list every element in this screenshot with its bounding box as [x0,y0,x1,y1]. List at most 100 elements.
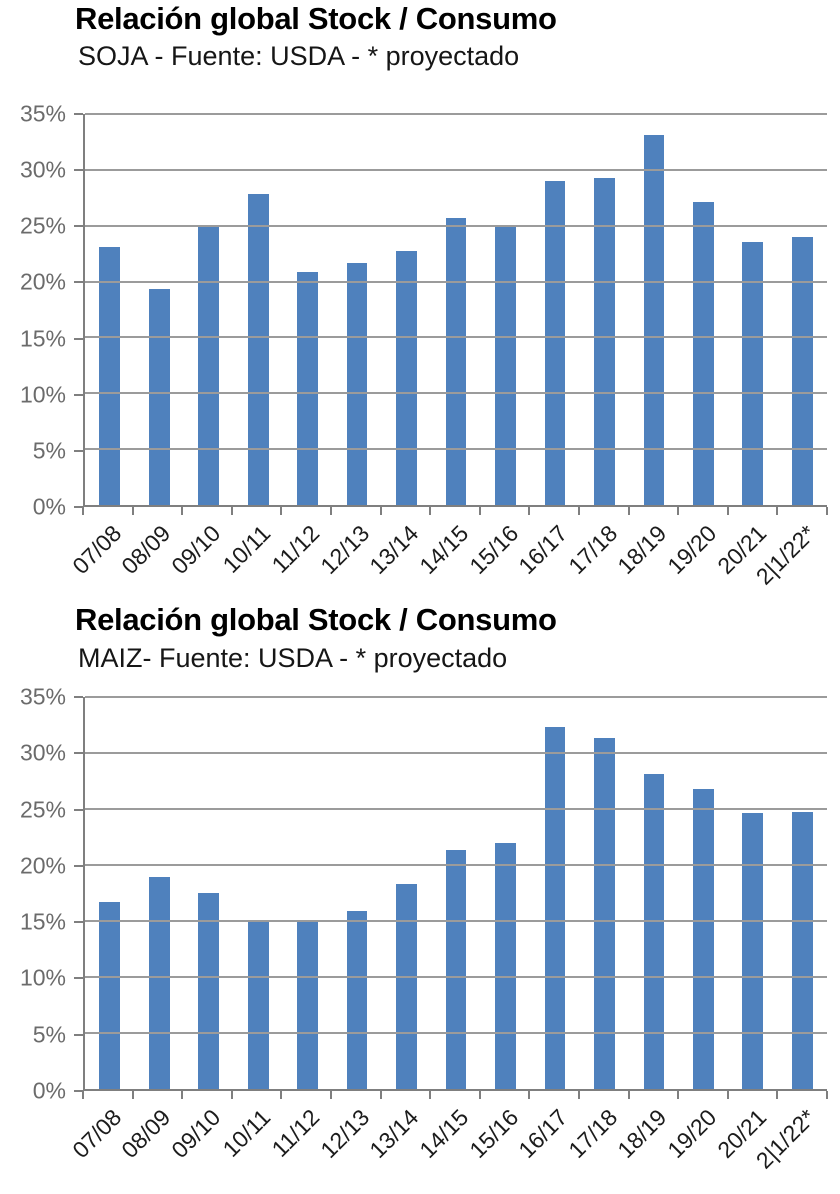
x-tick-mark [131,1091,134,1099]
bar-slot [85,697,134,1089]
x-tick-mark [478,1091,481,1099]
y-tick-label: 5% [32,437,66,464]
x-tick-mark [726,507,729,515]
y-tick-mark [74,337,83,340]
bar-slot [233,697,282,1089]
y-tick-mark [74,696,83,698]
y-tick-label: 15% [19,325,66,352]
y-tick-mark [74,169,83,172]
x-tick-label-text: 19/20 [662,1104,722,1164]
y-tick-label: 15% [19,908,66,935]
bar-13/14 [396,884,417,1089]
y-tick-label: 35% [19,100,66,127]
gridline [85,976,827,978]
x-tick-label-text: 19/20 [662,520,722,580]
x-tick-mark [627,507,630,515]
bar-19/20 [692,202,714,505]
gridline [85,392,827,395]
chart-subtitle: MAIZ- Fuente: USDA - * proyectado [78,643,508,673]
x-tick-mark [82,507,84,515]
x-tick-label-text: 08/09 [116,520,176,580]
gridline [85,1032,827,1034]
y-tick-label: 10% [19,381,66,408]
bar-15/16 [495,224,516,505]
bar-14/15 [445,850,467,1089]
bar-10/11 [247,921,269,1089]
bar-slot [283,114,332,505]
x-axis: 07/08 08/09 09/10 10/11 11/12 12/13 13/14 14/15… [67,1091,828,1191]
bar-slot [184,114,233,505]
y-tick-mark [74,1033,83,1036]
x-tick-mark [677,1091,680,1099]
bar-slot [679,114,728,505]
bar-08/09 [148,289,170,505]
bar-09/10 [198,224,220,505]
bar-15/16 [495,842,516,1089]
x-tick-mark [280,1091,283,1099]
gridline [85,113,827,115]
x-tick-label-text: 07/08 [67,520,127,580]
x-tick-mark [379,507,382,515]
x-tick-mark [280,507,283,515]
x-tick-label-text: 09/10 [166,1104,226,1164]
bar-slot [382,697,431,1089]
bar-slot [431,697,480,1089]
bar-slot [629,114,678,505]
chart-maiz-stock-consumo: Relación global Stock / Consumo MAIZ- Fu… [0,595,840,1194]
y-tick-mark [74,808,83,811]
y-axis: 35% 30% 25% 20% 15% 10% 5% 0% [0,684,83,1104]
bar-20/21 [742,813,764,1089]
bar-slot [629,697,678,1089]
x-tick-mark [826,507,828,515]
x-tick-mark [578,1091,580,1099]
x-tick-label-text: 10/11 [217,520,275,578]
x-tick-mark [478,507,481,515]
bar-12/13 [346,262,368,505]
bar-slot [332,114,381,505]
x-tick-label-text: 12/13 [315,1104,375,1164]
bar-2|1/22* [791,236,813,505]
bar-12/13 [346,910,368,1089]
bar-11/12 [297,921,318,1089]
x-tick-mark [429,507,432,515]
y-tick-mark [74,506,83,508]
bar-11/12 [297,271,318,505]
x-tick-mark [181,1091,184,1099]
x-tick-label-text: 11/12 [266,520,325,578]
x-tick-mark [131,507,134,515]
gridline [85,280,827,283]
gridline [85,168,827,171]
y-tick-label: 25% [19,212,66,239]
bar-slot [679,697,728,1089]
bar-slot [481,697,530,1089]
bar-slot [134,114,183,505]
bar-07/08 [99,901,121,1089]
chart-title: Relación global Stock / Consumo [75,602,557,637]
gridline [85,336,827,339]
bar-slot [184,697,233,1089]
chart-title: Relación global Stock / Consumo [75,1,557,36]
y-tick-mark [74,449,83,452]
gridline [85,448,827,451]
x-tick-mark [528,1091,531,1099]
y-axis: 35% 30% 25% 20% 15% 10% 5% 0% [0,101,83,520]
bar-slot [382,114,431,505]
x-tick-mark [726,1091,729,1099]
x-tick-label-text: 17/18 [563,1104,623,1164]
bar-slot [134,697,183,1089]
bar-slot [580,697,629,1089]
y-tick-mark [74,281,83,284]
y-tick-mark [74,921,83,924]
bar-19/20 [692,788,714,1089]
bar-slot [728,114,777,505]
x-tick-label-text: 10/11 [217,1104,275,1162]
x-tick-label-text: 11/12 [266,1104,325,1162]
bar-slot [580,114,629,505]
x-tick-mark [429,1091,432,1099]
x-tick-label-text: 14/15 [414,520,474,580]
bar-slot [85,114,134,505]
chart-subtitle: SOJA - Fuente: USDA - * proyectado [78,41,520,71]
bar-slot [332,697,381,1089]
bar-slot [530,114,579,505]
chart-soja-stock-consumo: Relación global Stock / Consumo SOJA - F… [0,0,840,595]
